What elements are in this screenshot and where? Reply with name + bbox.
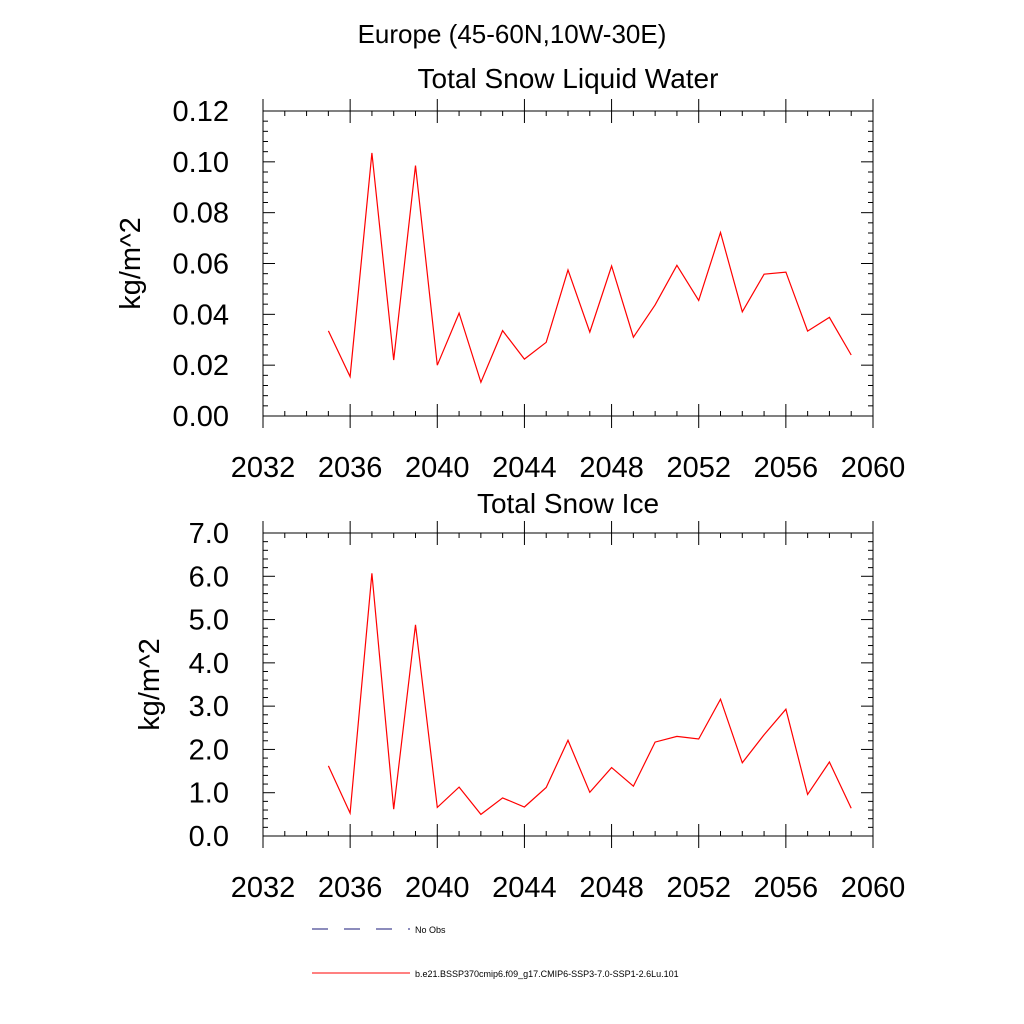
legend-label-2: b.e21.BSSP370cmip6.f09_g17.CMIP6-SSP3-7.… [415, 969, 679, 979]
x-tick-label: 2036 [318, 452, 383, 484]
x-tick-label: 2044 [492, 872, 557, 904]
x-tick-label: 2060 [841, 872, 906, 904]
x-tick-label: 2036 [318, 872, 383, 904]
x-tick-label: 2056 [754, 452, 819, 484]
y-tick-label: 0.06 [173, 249, 229, 281]
panel-snow-ice: Total Snow Ice kg/m^2 2032 2036 2040 2044 2048… [134, 488, 905, 904]
y-tick-label: 0.08 [173, 198, 229, 230]
plot-frame [262, 110, 874, 417]
y-tick-label: 0.12 [173, 96, 229, 128]
chart-title: Total Snow Ice [477, 488, 659, 519]
y-tick-label: 2.0 [189, 734, 229, 766]
y-tick-label: 4.0 [189, 648, 229, 680]
x-tick-label: 2048 [579, 452, 644, 484]
panel-snow-liquid-water: Total Snow Liquid Water kg/m^2 2032 2036 204… [115, 63, 905, 484]
y-tick-label: 3.0 [189, 691, 229, 723]
x-tick-label: 2040 [405, 452, 470, 484]
x-tick-label: 2060 [841, 452, 906, 484]
legend: No Obs b.e21.BSSP370cmip6.f09_g17.CMIP6-S… [312, 925, 679, 979]
y-tick-label: 1.0 [189, 778, 229, 810]
chart-title: Total Snow Liquid Water [418, 63, 719, 94]
y-axis-label: kg/m^2 [134, 638, 166, 731]
y-tick-label: 0.02 [173, 350, 229, 382]
y-tick-label: 0.10 [173, 147, 229, 179]
x-tick-label: 2040 [405, 872, 470, 904]
y-tick-label: 0.0 [189, 821, 229, 853]
legend-label-1: No Obs [415, 925, 446, 935]
x-tick-label: 2044 [492, 452, 557, 484]
series-line [327, 152, 852, 384]
x-tick-label: 2052 [666, 872, 731, 904]
y-tick-label: 5.0 [189, 605, 229, 637]
figure-title: Europe (45-60N,10W-30E) [358, 19, 667, 49]
series-line [327, 573, 852, 816]
x-tick-label: 2032 [231, 452, 296, 484]
y-tick-label: 7.0 [189, 518, 229, 550]
x-tick-label: 2048 [579, 872, 644, 904]
y-tick-label: 0.04 [173, 299, 229, 331]
y-axis-label: kg/m^2 [115, 217, 147, 310]
y-tick-label: 0.00 [173, 401, 229, 433]
y-tick-label: 6.0 [189, 561, 229, 593]
plot-frame [262, 532, 874, 837]
x-tick-label: 2052 [666, 452, 731, 484]
x-tick-label: 2032 [231, 872, 296, 904]
x-tick-label: 2056 [754, 872, 819, 904]
